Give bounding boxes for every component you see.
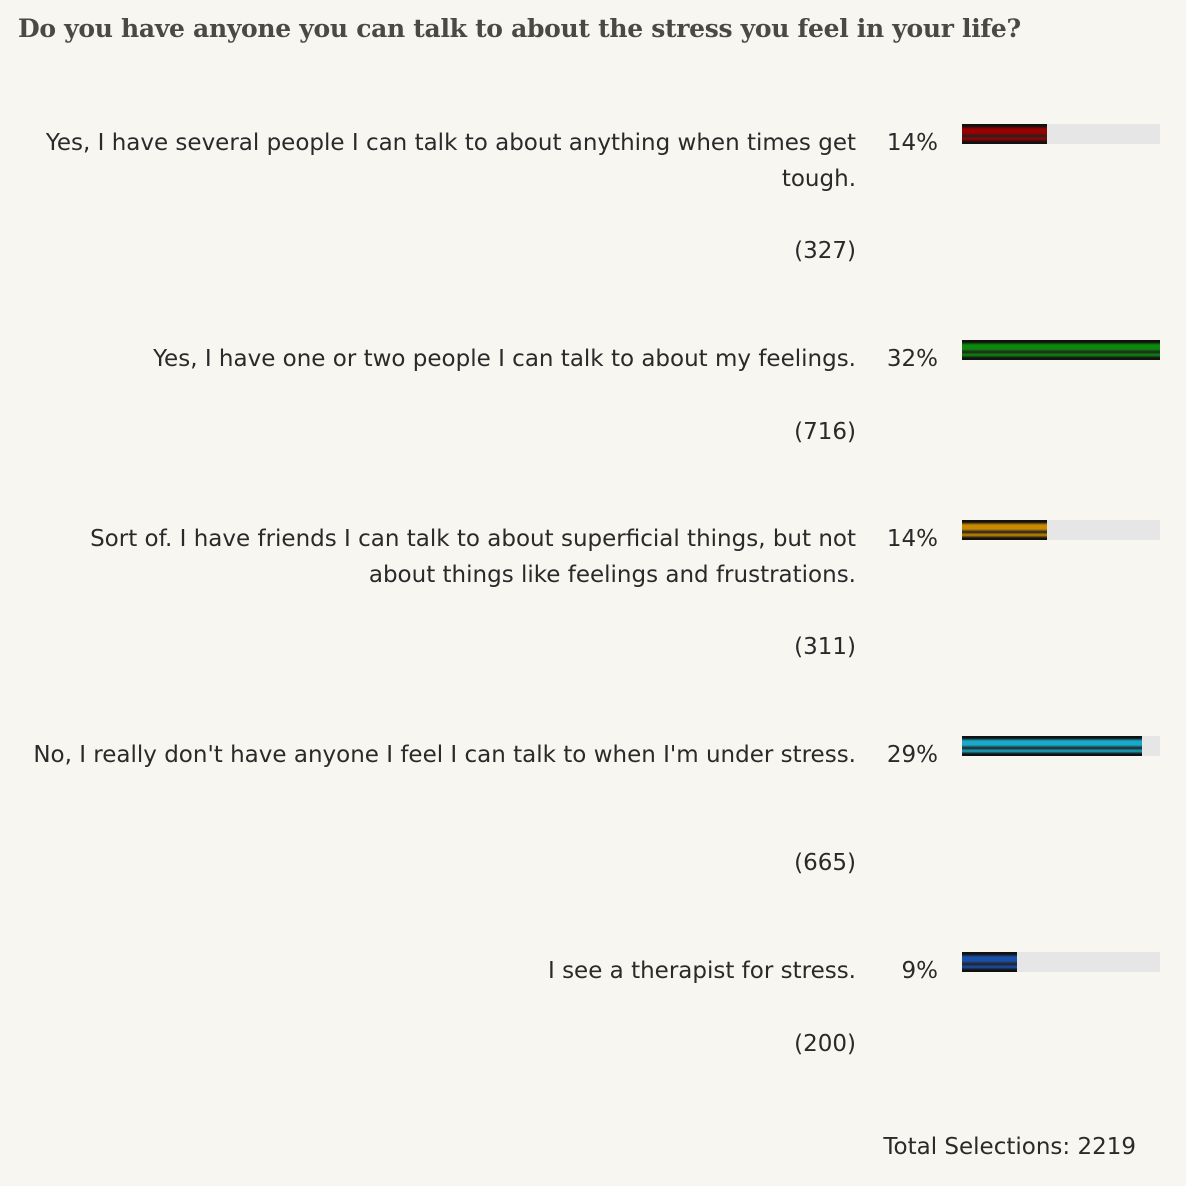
option-percent: 14% xyxy=(886,130,938,156)
option-label: Yes, I have one or two people I can talk… xyxy=(153,346,856,372)
result-bar-track xyxy=(962,520,1160,540)
result-bar-track xyxy=(962,340,1160,360)
option-label: I see a therapist for stress. xyxy=(547,958,856,984)
result-bar-track xyxy=(962,736,1160,756)
option-count: (327) xyxy=(794,238,856,264)
option-label: Sort of. I have friends I can talk to ab… xyxy=(90,526,856,588)
result-bar-fill xyxy=(962,340,1160,360)
poll-title: Do you have anyone you can talk to about… xyxy=(18,14,1021,43)
result-bar-fill xyxy=(962,952,1018,972)
result-bar-track xyxy=(962,952,1160,972)
option-count: (716) xyxy=(794,419,856,445)
result-bar-fill xyxy=(962,736,1143,756)
result-bar-track xyxy=(962,124,1160,144)
option-label: No, I really don't have anyone I feel I … xyxy=(33,742,856,768)
option-count: (665) xyxy=(794,850,856,876)
option-percent: 32% xyxy=(886,346,938,372)
option-percent: 9% xyxy=(901,958,939,984)
total-selections: Total Selections: 2219 xyxy=(883,1134,1136,1160)
option-count: (311) xyxy=(794,634,856,660)
option-percent: 29% xyxy=(886,742,938,768)
result-bar-fill xyxy=(962,520,1048,540)
option-percent: 14% xyxy=(886,526,938,552)
option-count: (200) xyxy=(794,1031,856,1057)
result-bar-fill xyxy=(962,124,1048,144)
option-label: Yes, I have several people I can talk to… xyxy=(45,130,856,192)
